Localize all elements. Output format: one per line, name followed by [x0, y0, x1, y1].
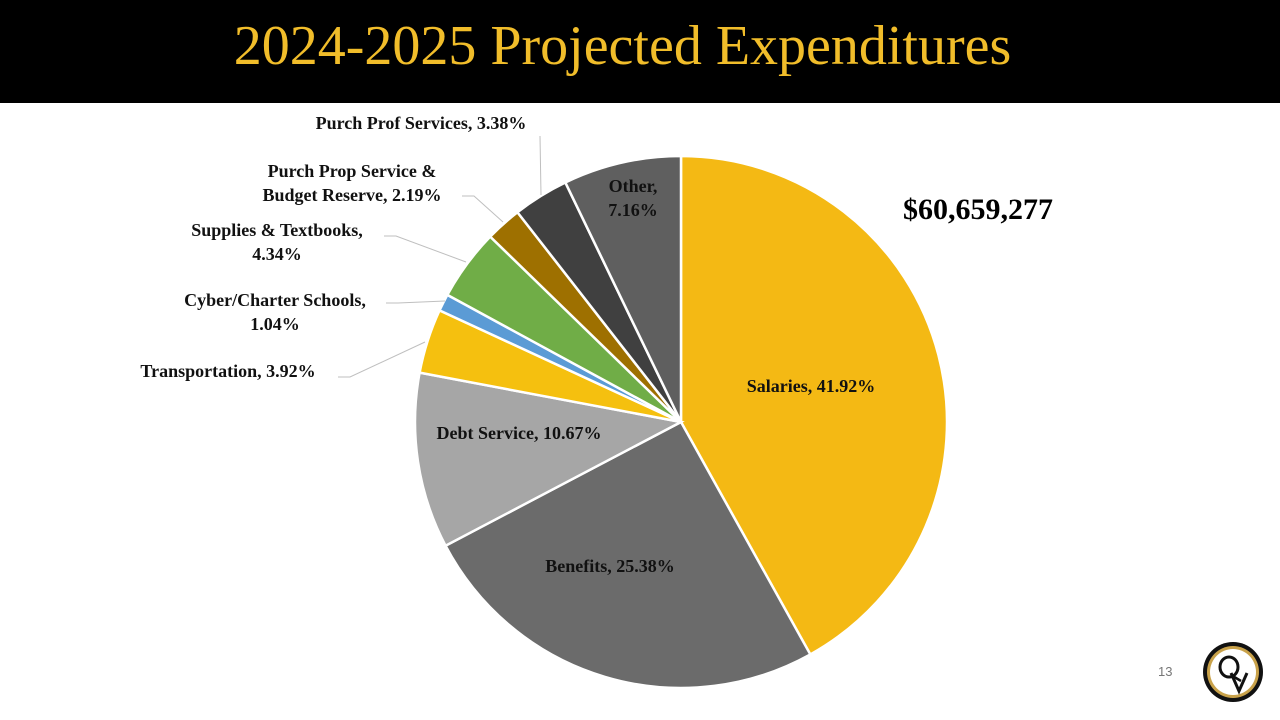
pie-slice-debt-service — [413, 371, 685, 548]
data-label: Transportation, 3.92% — [140, 361, 315, 381]
data-label: Other, 7.16% — [608, 176, 658, 220]
data-label-line: 7.16% — [608, 200, 658, 220]
pie-slice-salaries — [679, 154, 949, 657]
leader-line — [539, 135, 542, 196]
data-label-line: Benefits, 25.38% — [545, 556, 675, 576]
data-label: Debt Service, 10.67% — [437, 423, 602, 443]
pie-slice-other — [563, 154, 683, 423]
qv-logo — [1203, 642, 1263, 702]
data-label: Supplies & Textbooks, 4.34% — [191, 220, 363, 264]
leader-line — [384, 235, 467, 263]
data-label-line: Supplies & Textbooks, — [191, 220, 363, 240]
page-number: 13 — [1158, 664, 1173, 679]
total-amount: $60,659,277 — [903, 193, 1053, 226]
data-label-line: Cyber/Charter Schools, — [184, 290, 366, 310]
leader-line — [462, 195, 504, 223]
data-label-line: Purch Prop Service & — [268, 161, 437, 181]
data-label-line: Purch Prof Services, 3.38% — [316, 113, 527, 133]
leader-line — [386, 300, 446, 304]
data-label: Benefits, 25.38% — [545, 556, 675, 576]
data-label-line: Salaries, 41.92% — [747, 376, 876, 396]
data-label-line: Debt Service, 10.67% — [437, 423, 602, 443]
title-bar: 2024-2025 Projected Expenditures — [0, 0, 1280, 103]
data-label: Purch Prof Services, 3.38% — [316, 113, 527, 133]
data-label: Purch Prop Service & Budget Reserve, 2.19… — [263, 161, 442, 205]
data-label-line: 1.04% — [250, 314, 300, 334]
data-label-line: Other, — [609, 176, 658, 196]
data-label-line: Budget Reserve, 2.19% — [263, 185, 442, 205]
leader-line — [338, 341, 426, 378]
data-label-line: Transportation, 3.92% — [140, 361, 315, 381]
data-label-line: 4.34% — [252, 244, 302, 264]
data-label: Salaries, 41.92% — [747, 376, 876, 396]
data-label: Cyber/Charter Schools, 1.04% — [184, 290, 366, 334]
slide-title: 2024-2025 Projected Expenditures — [233, 15, 1012, 77]
pie-slice-benefits — [443, 420, 813, 690]
